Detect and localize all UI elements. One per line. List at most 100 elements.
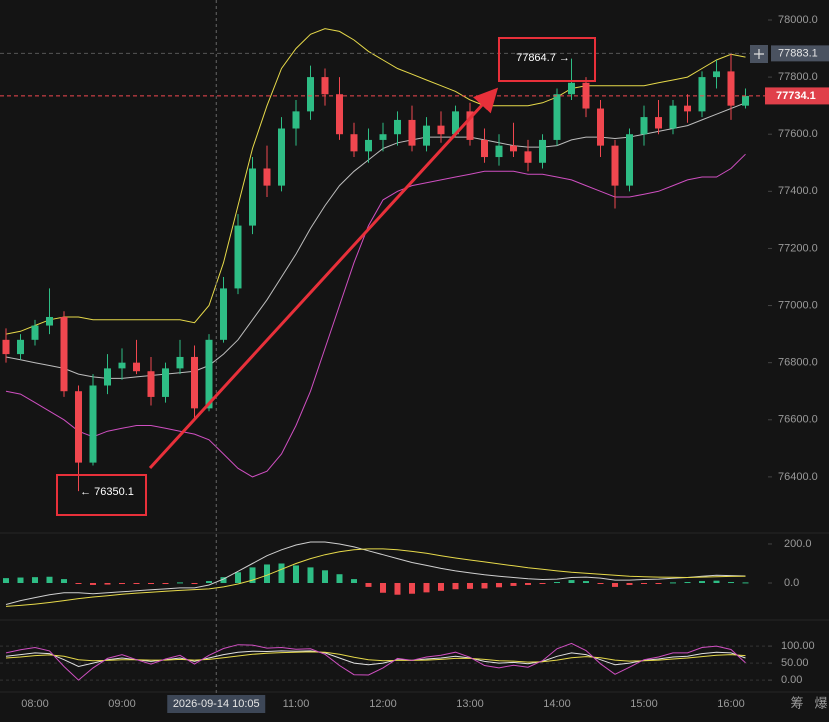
trend-arrow [148,87,499,470]
annotation-box [56,474,147,516]
candle-body [713,71,720,78]
y-tick-label: 76600.0 [778,414,818,426]
macd-bar [626,583,633,585]
last-price-label: 77734.1 [776,90,816,102]
macd-bar [32,577,38,583]
max-price-label: 77883.1 [778,47,818,59]
macd-bar [713,580,720,583]
candle-body [321,77,329,95]
macd-bar [3,578,9,583]
x-tick-label: 16:00 [717,698,745,710]
candle-body [423,125,430,146]
last-price-box [765,87,829,105]
toolbar-button[interactable]: 爆 [814,695,827,710]
candle-body [147,371,155,397]
macd-bar [597,583,604,584]
candle-body [466,111,474,140]
macd-bar [481,583,488,589]
macd-bar [191,583,198,584]
x-tick-label: 12:00 [369,698,397,710]
candle-body [75,391,82,463]
macd-bar [119,583,125,584]
macd-bar [409,583,415,594]
candle-body [350,134,358,152]
macd-bar [46,576,53,583]
y-tick-label: 77200.0 [778,242,818,254]
macd-bar [278,563,285,583]
kdj-line [5,642,746,681]
x-tick-label: 11:00 [283,698,310,710]
candle-body [379,134,387,140]
candle-body [437,125,445,135]
candle-body [640,117,648,135]
candle-body [220,288,227,340]
y-tick-label: 50.00 [781,657,809,669]
kdj-line [5,651,746,663]
candle-body [655,117,662,129]
candle-body [626,134,633,186]
candle-body [742,95,749,106]
x-tick-label: 08:00 [21,698,49,710]
plus-icon [754,49,764,59]
candle-body [60,316,68,392]
candle-body [510,145,517,152]
candle-body [249,168,256,226]
macd-bar [394,583,401,595]
macd-line [5,548,746,607]
annotation-low: ← 76350.1 [80,486,134,498]
macd-bar [510,583,517,586]
candle-body [292,111,300,129]
candle-body [452,111,459,135]
candle-body [539,139,546,163]
macd-bar [90,583,96,585]
macd-bar [264,564,270,583]
macd-bar [612,583,618,587]
macd-bar [162,583,169,584]
candle-body [611,145,619,186]
macd-bar [177,582,183,584]
candle-body [481,139,488,158]
bollinger-line [5,153,746,478]
macd-bar [322,570,328,583]
y-tick-label: 0.0 [784,577,799,589]
max-price-box [771,45,829,62]
candle-body [263,168,271,186]
candle-body [394,119,401,135]
y-tick-label: 78000.0 [778,14,818,26]
macd-bar [148,583,154,584]
candle-body [684,105,691,112]
macd-bar [235,572,241,583]
macd-bar [467,583,473,589]
macd-bar [539,583,546,584]
candle-body [408,119,416,146]
macd-bar [496,583,502,588]
y-tick-label: 77000.0 [778,299,818,311]
macd-bar [220,577,227,583]
macd-bar [206,581,212,583]
toolbar-button[interactable]: 筹 [790,695,803,710]
candle-body [365,139,372,152]
candle-body [133,362,140,372]
macd-bar [351,579,357,583]
y-tick-label: 76400.0 [778,471,818,483]
candle-body [727,71,735,106]
y-tick-label: 77800.0 [778,71,818,83]
candle-body [568,82,575,95]
candle-body [278,128,285,186]
y-tick-label: 0.00 [781,674,802,686]
macd-bar [365,583,372,587]
y-tick-label: 200.0 [784,538,812,550]
macd-bar [293,565,299,583]
candle-body [176,356,184,369]
macd-bar [61,579,67,583]
macd-bar [742,582,749,584]
candle-body [524,151,532,163]
y-tick-label: 77400.0 [778,185,818,197]
macd-bar [75,583,82,584]
bollinger-line [5,28,746,335]
bollinger-line [5,102,746,379]
macd-bar [104,583,111,585]
macd-line [5,541,746,605]
